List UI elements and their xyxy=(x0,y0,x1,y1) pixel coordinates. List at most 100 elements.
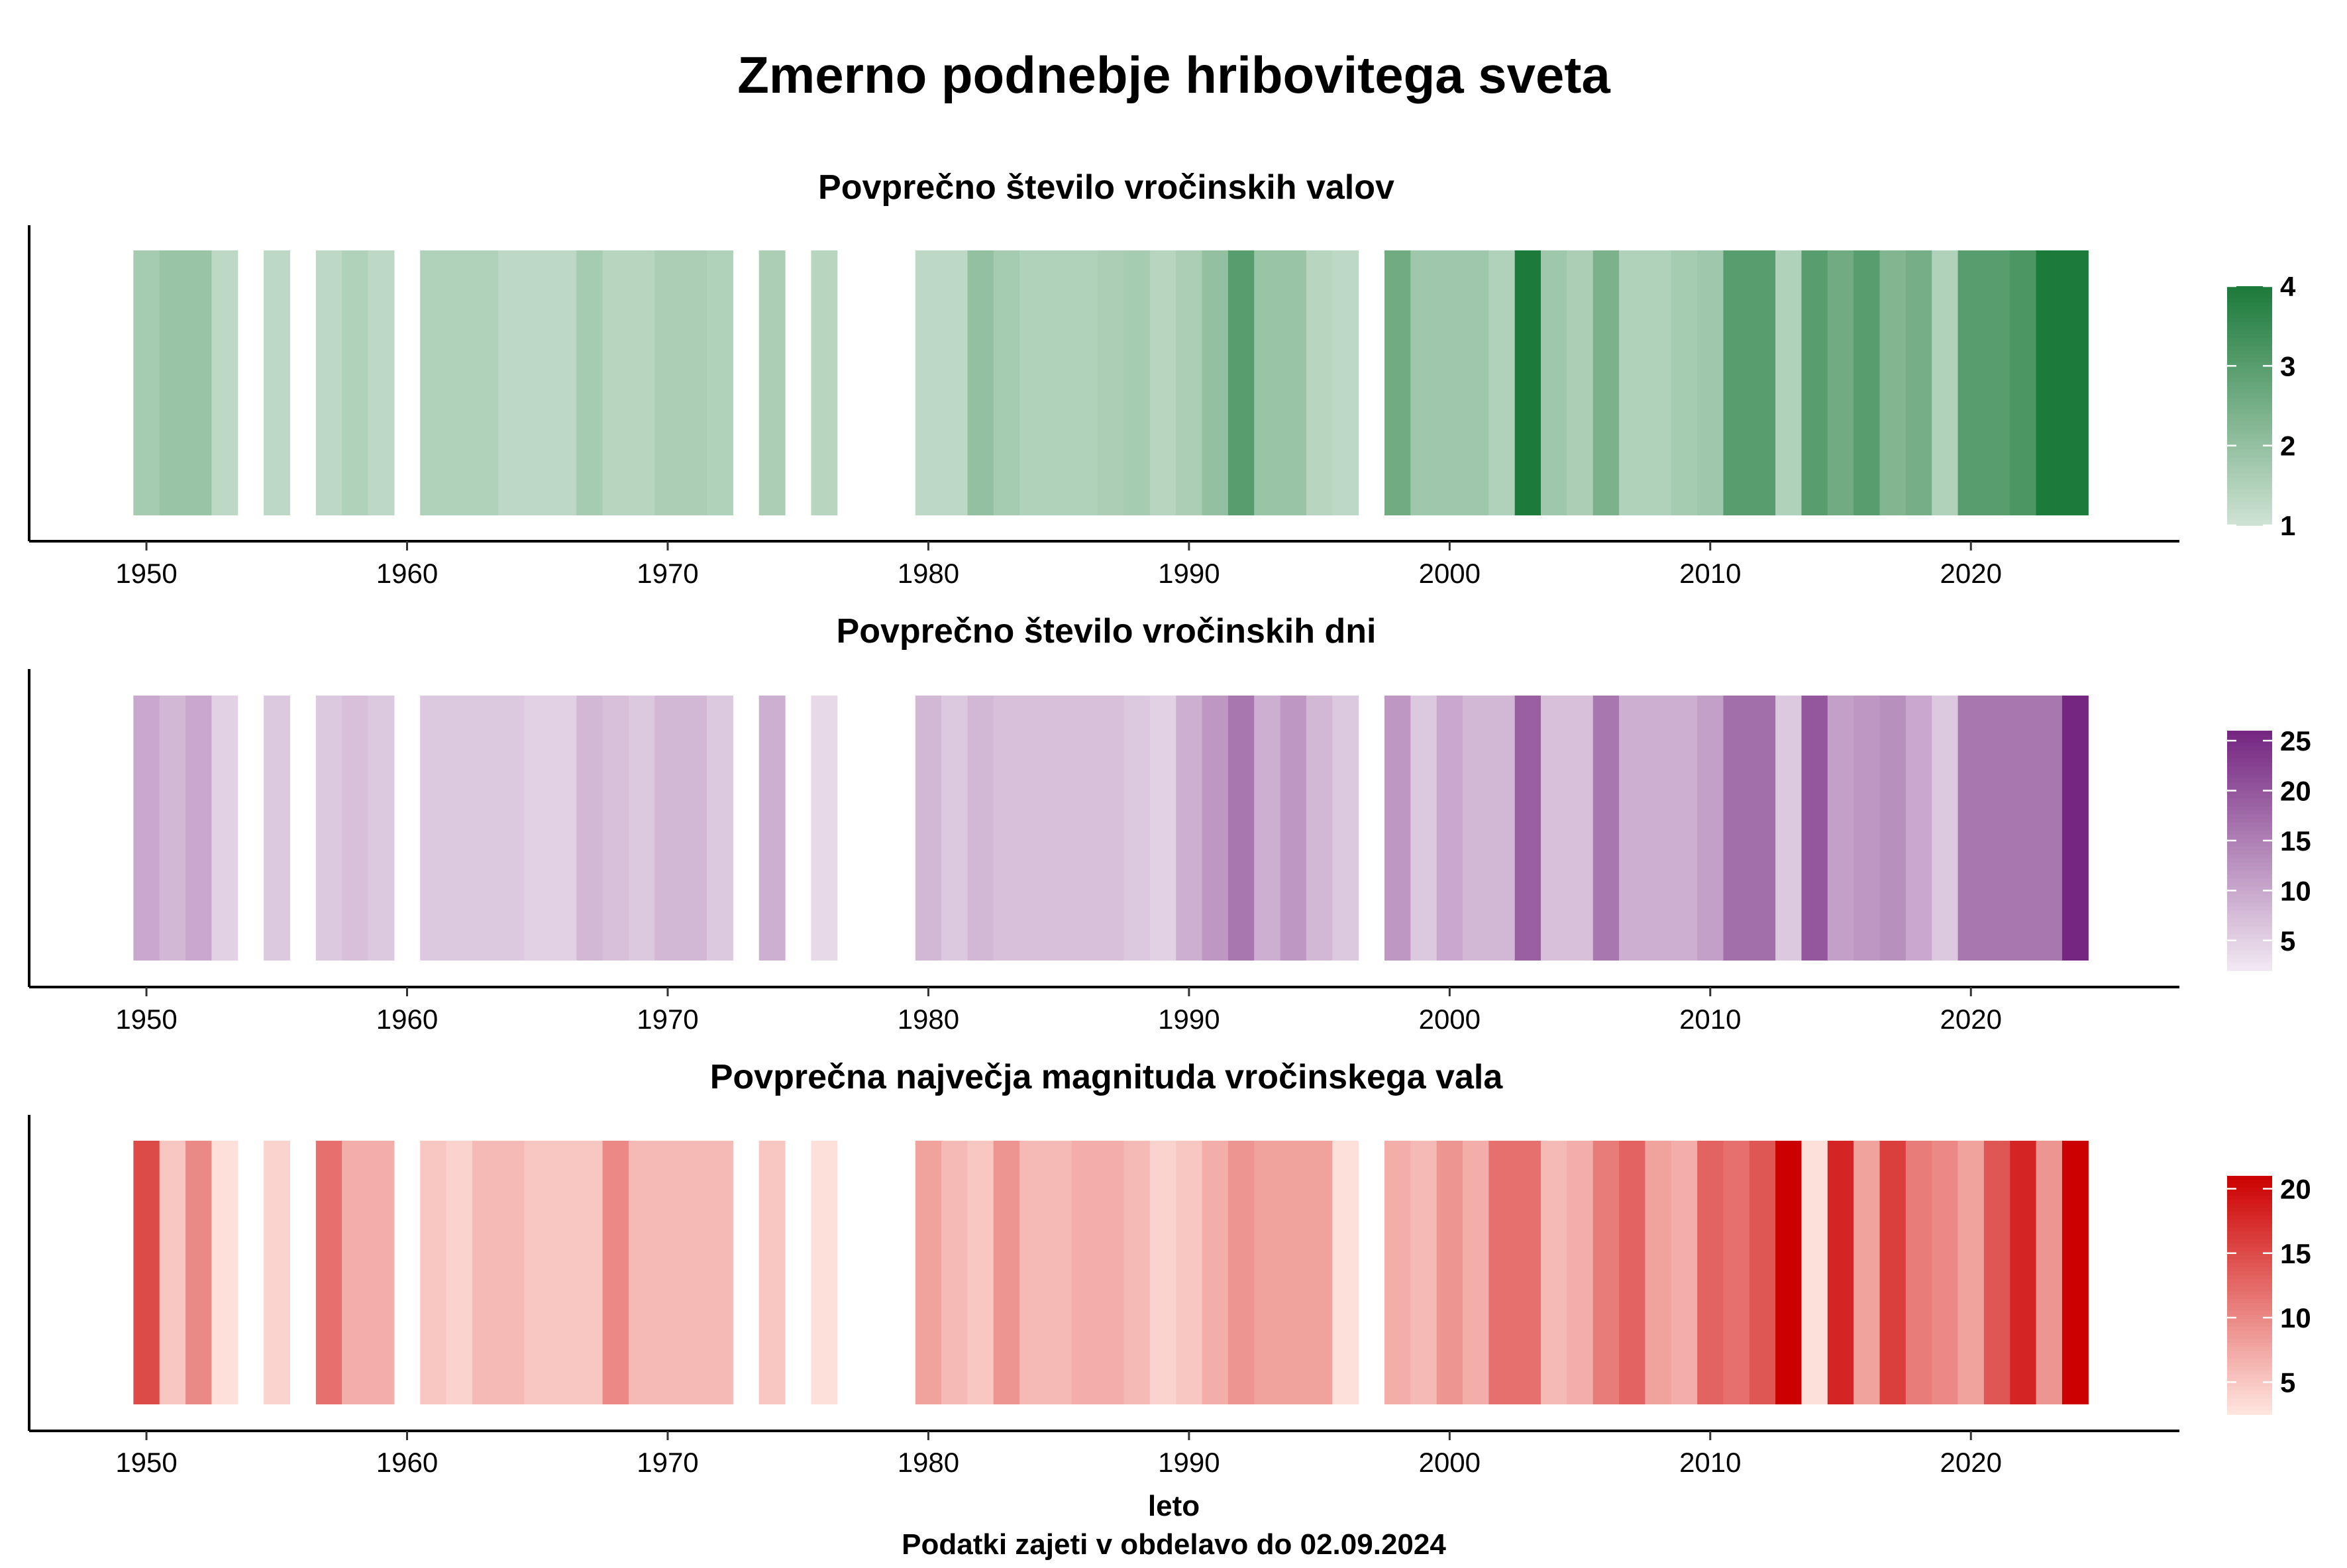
x-tick-label-2020: 2020 xyxy=(1940,558,2002,589)
bar-1962 xyxy=(446,250,473,515)
bar-1993 xyxy=(1254,250,1281,515)
bar-1968 xyxy=(602,1141,629,1404)
legend-gradient-segment xyxy=(2227,1224,2272,1228)
legend-gradient-segment xyxy=(2227,485,2272,490)
legend-gradient-segment xyxy=(2227,1339,2272,1343)
bar-2012 xyxy=(1749,250,1776,515)
bar-1981 xyxy=(941,1141,968,1404)
legend-tick-label-10: 10 xyxy=(2280,1302,2311,1333)
bar-1996 xyxy=(1332,696,1359,961)
bar-1970 xyxy=(654,1141,682,1404)
bar-1976 xyxy=(811,1141,838,1404)
legend-gradient-segment xyxy=(2227,386,2272,391)
legend-gradient-segment xyxy=(2227,481,2272,486)
legend-gradient-segment xyxy=(2227,493,2272,498)
legend-gradient-segment xyxy=(2227,826,2272,831)
bar-2020 xyxy=(1957,1141,1985,1404)
legend-gradient-segment xyxy=(2227,1363,2272,1367)
legend-gradient-segment xyxy=(2227,1394,2272,1399)
legend-gradient-segment xyxy=(2227,505,2272,510)
bar-1981 xyxy=(941,250,968,515)
bar-1995 xyxy=(1306,250,1333,515)
bar-1996 xyxy=(1332,1141,1359,1404)
bar-1963 xyxy=(472,1141,499,1404)
bar-1984 xyxy=(1019,696,1047,961)
bar-2022 xyxy=(2010,696,2037,961)
legend-gradient-segment xyxy=(2227,926,2272,931)
legend-gradient-segment xyxy=(2227,1279,2272,1284)
x-tick-label-1950: 1950 xyxy=(115,1004,177,1035)
legend-tick-label-10: 10 xyxy=(2280,875,2311,906)
bar-1969 xyxy=(628,696,655,961)
legend-gradient-segment xyxy=(2227,818,2272,823)
bar-2019 xyxy=(1932,250,1959,515)
legend-gradient-segment xyxy=(2227,1235,2272,1240)
bar-2013 xyxy=(1775,696,1802,961)
legend-gradient-segment xyxy=(2227,902,2272,908)
legend-gradient-segment xyxy=(2227,1375,2272,1379)
legend-gradient-segment xyxy=(2227,342,2272,347)
bar-1983 xyxy=(993,696,1020,961)
legend-gradient-segment xyxy=(2227,390,2272,395)
bar-1957 xyxy=(315,696,342,961)
bar-1994 xyxy=(1280,1141,1307,1404)
bar-1996 xyxy=(1332,250,1359,515)
legend-gradient-segment xyxy=(2227,910,2272,915)
legend-gradient-segment xyxy=(2227,922,2272,927)
bar-1992 xyxy=(1227,1141,1255,1404)
legend-tick-label-2: 2 xyxy=(2280,431,2295,462)
panel-2-title: Povprečno število vročinskih dni xyxy=(837,612,1377,651)
bar-1955 xyxy=(264,250,291,515)
legend-gradient-segment xyxy=(2227,1196,2272,1200)
panel-3-title: Povprečna največja magnituda vročinskega… xyxy=(710,1058,1504,1096)
bar-1957 xyxy=(315,1141,342,1404)
bar-1971 xyxy=(680,1141,707,1404)
legend-gradient-segment xyxy=(2227,286,2272,291)
bar-1969 xyxy=(628,1141,655,1404)
legend-gradient-segment xyxy=(2227,1231,2272,1236)
bar-1957 xyxy=(315,250,342,515)
bar-1974 xyxy=(758,250,786,515)
legend-gradient-segment xyxy=(2227,1390,2272,1395)
legend-gradient-segment xyxy=(2227,1243,2272,1248)
legend-gradient-segment xyxy=(2227,1184,2272,1188)
legend-gradient-segment xyxy=(2227,417,2272,423)
legend-gradient-segment xyxy=(2227,1263,2272,1268)
legend-gradient-segment xyxy=(2227,946,2272,951)
legend-gradient-segment xyxy=(2227,814,2272,819)
legend-gradient-segment xyxy=(2227,930,2272,935)
legend-tick-label-15: 15 xyxy=(2280,1238,2311,1269)
legend-gradient-segment xyxy=(2227,735,2272,739)
x-tick-label-2000: 2000 xyxy=(1419,558,1481,589)
legend-gradient-segment xyxy=(2227,290,2272,295)
legend-gradient-segment xyxy=(2227,338,2272,343)
bar-1994 xyxy=(1280,250,1307,515)
bar-2024 xyxy=(2061,1141,2089,1404)
legend-tick-label-5: 5 xyxy=(2280,925,2295,957)
legend-gradient-segment xyxy=(2227,358,2272,363)
bar-1983 xyxy=(993,1141,1020,1404)
bar-1995 xyxy=(1306,696,1333,961)
bar-1955 xyxy=(264,696,291,961)
bar-2017 xyxy=(1879,250,1906,515)
bar-2004 xyxy=(1541,1141,1567,1404)
legend-gradient-segment xyxy=(2227,1267,2272,1272)
x-tick-label-1990: 1990 xyxy=(1158,1447,1220,1478)
legend-gradient-segment xyxy=(2227,1291,2272,1296)
legend-gradient-segment xyxy=(2227,1247,2272,1252)
bar-1999 xyxy=(1410,696,1437,961)
legend-gradient-segment xyxy=(2227,362,2272,367)
bar-2005 xyxy=(1567,250,1594,515)
bar-2018 xyxy=(1905,250,1932,515)
legend-gradient-segment xyxy=(2227,437,2272,443)
legend-gradient-segment xyxy=(2227,461,2272,466)
bar-2006 xyxy=(1592,1141,1620,1404)
legend-gradient-segment xyxy=(2227,1379,2272,1383)
legend-gradient-segment xyxy=(2227,1402,2272,1407)
legend-gradient-segment xyxy=(2227,758,2272,764)
bar-2008 xyxy=(1645,1141,1672,1404)
legend-gradient-segment xyxy=(2227,465,2272,470)
bar-1987 xyxy=(1098,1141,1125,1404)
legend-gradient-segment xyxy=(2227,453,2272,458)
bar-1950 xyxy=(133,696,160,961)
